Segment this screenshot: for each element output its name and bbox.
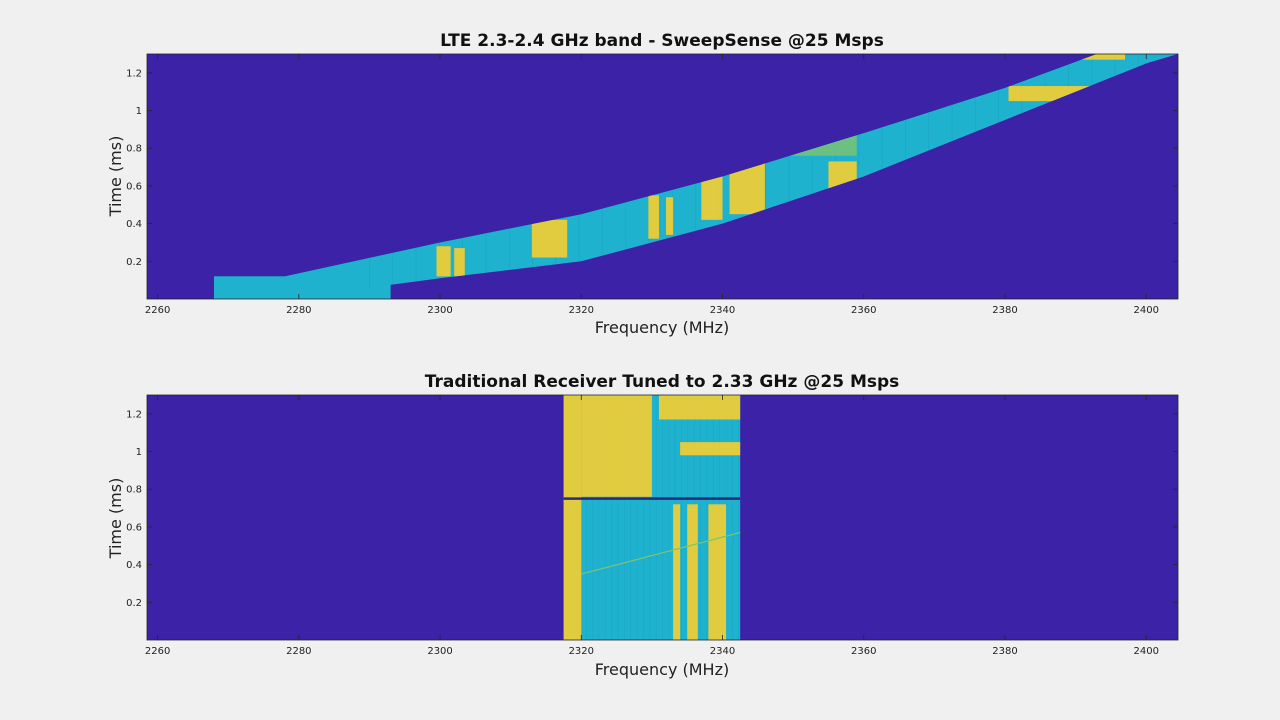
y-tick-label: 0.6 [126, 181, 142, 192]
y-axis-label: Time (ms) [106, 478, 125, 560]
x-tick-label: 2320 [569, 646, 594, 657]
y-tick-label: 1.2 [126, 409, 142, 420]
y-tick-label: 0.4 [126, 560, 142, 571]
signal-burst [666, 197, 674, 235]
signal-burst [673, 504, 681, 640]
sweep-trace [581, 531, 741, 575]
y-tick-label: 0.2 [126, 257, 142, 268]
y-tick-label: 1 [136, 106, 142, 117]
signal-burst [581, 395, 652, 497]
x-axis-label: Frequency (MHz) [595, 318, 729, 337]
plot-area: 2260 2280 2300 2320 2340 2360 2380 2400 0.2 0.4 0.… [126, 53, 1179, 316]
signal-burst [648, 195, 659, 239]
y-tick-label: 0.8 [126, 485, 142, 496]
y-tick-label: 1.2 [126, 68, 142, 79]
signal-burst [454, 248, 465, 277]
chart-traditional-receiver: Traditional Receiver Tuned to 2.33 GHz @… [106, 372, 1179, 679]
y-tick-label: 0.2 [126, 598, 142, 609]
y-tick-label: 1 [136, 447, 142, 458]
x-tick-label: 2260 [145, 646, 170, 657]
x-tick-label: 2340 [710, 305, 735, 316]
x-tick-label: 2280 [286, 305, 311, 316]
x-tick-label: 2400 [1133, 305, 1158, 316]
y-tick-label: 0.8 [126, 144, 142, 155]
x-tick-label: 2320 [569, 305, 594, 316]
x-tick-label: 2300 [427, 646, 452, 657]
signal-burst [701, 172, 723, 220]
signal-burst [658, 395, 741, 420]
signal-burst [436, 246, 451, 277]
x-tick-label: 2400 [1133, 646, 1158, 657]
x-tick-label: 2280 [286, 646, 311, 657]
chart-sweepsense: LTE 2.3-2.4 GHz band - SweepSense @25 Ms… [106, 31, 1179, 337]
x-tick-label: 2260 [145, 305, 170, 316]
y-tick-label: 0.4 [126, 219, 142, 230]
chart-title: LTE 2.3-2.4 GHz band - SweepSense @25 Ms… [440, 31, 884, 51]
signal-burst [708, 504, 727, 640]
x-tick-label: 2340 [710, 646, 735, 657]
chart-title: Traditional Receiver Tuned to 2.33 GHz @… [425, 372, 900, 392]
signal-burst [563, 395, 582, 640]
x-tick-label: 2300 [427, 305, 452, 316]
x-tick-label: 2360 [851, 646, 876, 657]
signal-burst [531, 219, 568, 258]
y-axis-label: Time (ms) [106, 136, 125, 218]
signal-burst [680, 442, 741, 456]
plot-area: 2260 2280 2300 2320 2340 2360 2380 2400 0.2 0.4 0.… [126, 394, 1179, 657]
plot-frame [146, 394, 1179, 641]
y-tick-label: 0.6 [126, 522, 142, 533]
x-tick-label: 2380 [992, 305, 1017, 316]
x-tick-label: 2360 [851, 305, 876, 316]
plot-frame [146, 53, 1179, 300]
x-axis-label: Frequency (MHz) [595, 660, 729, 679]
x-tick-label: 2380 [992, 646, 1017, 657]
sweep-band [214, 54, 1178, 299]
signal-burst [687, 504, 698, 640]
